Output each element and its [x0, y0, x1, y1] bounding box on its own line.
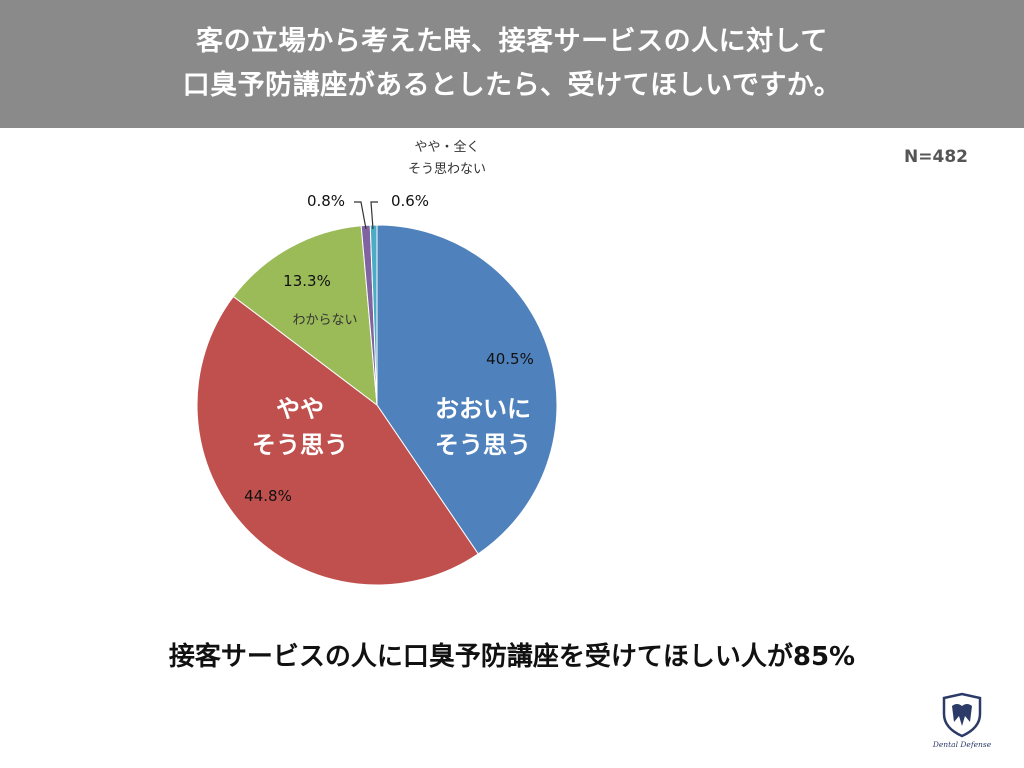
pie-slice-2: [196, 295, 479, 586]
slice-pct-label-5: 0.6%: [391, 192, 429, 210]
slice-name-label-1: そう思う: [435, 431, 531, 459]
slice-name-label-5: やや・全く: [414, 139, 479, 155]
slice-pct-label-1: 40.5%: [486, 350, 534, 368]
pie-slice-1: [376, 224, 558, 555]
tooth-shield-icon: [942, 692, 982, 738]
dental-defense-logo: Dental Defense: [932, 692, 992, 749]
pie-slice-5: [369, 224, 378, 406]
slice-name-label-2: そう思う: [252, 431, 348, 459]
pie-slice-3: [232, 225, 378, 407]
slice-pct-label-2: 44.8%: [244, 487, 292, 505]
leader-line-5: [370, 201, 378, 230]
slice-name-label-3: わからない: [292, 313, 357, 328]
slice-name-label-5: そう思わない: [408, 162, 486, 177]
title-banner: 客の立場から考えた時、接客サービスの人に対して 口臭予防講座があるとしたら、受け…: [0, 0, 1024, 128]
slice-pct-label-3: 13.3%: [283, 272, 331, 290]
title-line-2: 口臭予防講座があるとしたら、受けてほしいですか。: [182, 70, 842, 101]
title-line-1: 客の立場から考えた時、接客サービスの人に対して: [196, 26, 828, 57]
logo-text: Dental Defense: [932, 740, 992, 749]
slice-name-label-2: やや: [276, 395, 324, 423]
leader-line-4: [354, 201, 367, 230]
sample-size-label: N=482: [904, 147, 968, 167]
conclusion-text: 接客サービスの人に口臭予防講座を受けてほしい人が85%: [168, 642, 856, 672]
slice-name-label-1: おおいに: [435, 395, 531, 423]
slice-pct-label-4: 0.8%: [307, 192, 345, 210]
